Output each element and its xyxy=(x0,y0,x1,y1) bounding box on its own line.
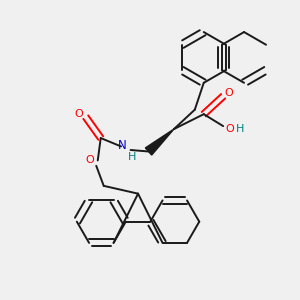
Text: H: H xyxy=(236,124,244,134)
Text: O: O xyxy=(85,155,94,166)
Text: N: N xyxy=(118,139,127,152)
Text: H: H xyxy=(128,152,136,163)
Text: O: O xyxy=(74,109,83,119)
Text: O: O xyxy=(225,88,233,98)
Text: O: O xyxy=(225,124,234,134)
Polygon shape xyxy=(145,129,174,155)
